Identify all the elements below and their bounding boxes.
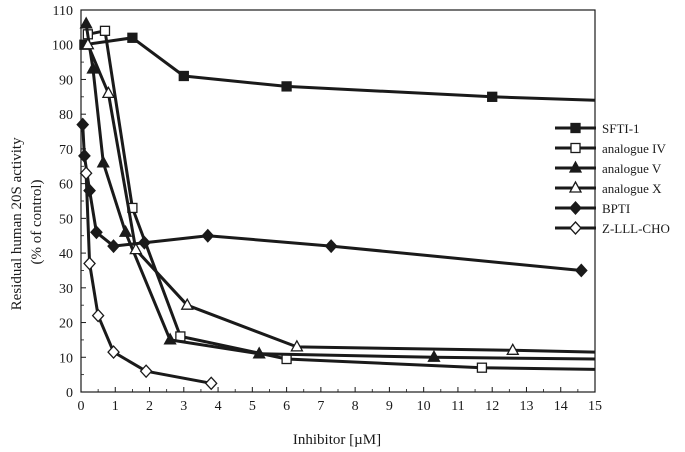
y-axis-title-line-1: Residual human 20S activity — [9, 137, 25, 310]
x-tick-label: 10 — [417, 399, 431, 414]
data-point — [90, 225, 103, 240]
x-tick-label: 13 — [519, 399, 533, 414]
legend-entry: analogue X — [555, 180, 662, 196]
data-point — [81, 37, 95, 50]
data-point — [83, 256, 96, 271]
data-point — [86, 61, 100, 74]
x-tick-label: 4 — [215, 399, 222, 414]
x-tick-label: 9 — [386, 399, 393, 414]
y-tick-label: 80 — [59, 108, 73, 123]
series-sfti-1 — [79, 32, 596, 102]
data-point — [79, 16, 93, 29]
series-line — [87, 29, 596, 371]
y-tick-label: 100 — [52, 39, 73, 54]
data-point — [91, 308, 105, 323]
y-axis-title-line-2: (% of control) — [29, 180, 45, 265]
legend-label: analogue IV — [602, 141, 667, 156]
legend-label: analogue V — [602, 161, 662, 176]
data-point — [101, 85, 116, 98]
data-point — [118, 224, 133, 237]
data-point — [506, 342, 520, 355]
series-line — [84, 173, 212, 385]
series-line — [84, 23, 596, 361]
data-point — [129, 242, 143, 255]
series-bpti — [76, 117, 588, 278]
y-tick-label: 20 — [59, 317, 73, 332]
data-point — [476, 362, 488, 373]
legend-label: analogue X — [602, 181, 662, 196]
data-point — [107, 239, 120, 254]
x-tick-label: 7 — [317, 399, 324, 414]
legend-marker — [570, 122, 581, 134]
data-point — [107, 345, 120, 360]
data-point — [163, 332, 177, 345]
y-tick-label: 60 — [59, 178, 73, 193]
data-point — [180, 297, 194, 310]
x-tick-label: 11 — [451, 399, 464, 414]
x-tick-label: 15 — [588, 399, 602, 414]
data-point — [204, 376, 218, 391]
y-tick-label: 40 — [59, 247, 73, 262]
x-tick-label: 6 — [283, 399, 290, 414]
y-tick-label: 110 — [53, 4, 73, 19]
series-analogue-iv — [82, 25, 596, 373]
series-line — [86, 44, 596, 354]
x-tick-label: 1 — [112, 399, 119, 414]
data-point — [127, 32, 138, 43]
legend-label: SFTI-1 — [602, 121, 640, 136]
series-z-lll-cho — [79, 166, 218, 391]
legend-marker — [569, 221, 582, 235]
legend-entry: SFTI-1 — [555, 121, 640, 136]
data-point — [78, 148, 91, 163]
x-tick-label: 12 — [485, 399, 499, 414]
data-point — [574, 263, 588, 278]
plot-frame — [80, 9, 596, 393]
data-point — [178, 70, 189, 82]
data-point — [96, 155, 110, 168]
y-tick-label: 50 — [59, 212, 73, 227]
y-tick-label: 0 — [66, 386, 73, 401]
series-analogue-v — [79, 16, 596, 362]
y-axis-title: Residual human 20S activity (% of contro… — [9, 134, 45, 311]
plot-axes: 0 1 2 3 4 5 6 7 8 9 10 11 12 13 14 15010203040506070809… — [52, 4, 602, 414]
data-point — [281, 81, 292, 92]
legend-entry: BPTI — [555, 201, 630, 216]
x-tick-label: 3 — [180, 399, 187, 414]
legend-marker — [568, 160, 583, 173]
legend-label: BPTI — [602, 201, 630, 216]
data-point — [427, 349, 441, 362]
data-point — [138, 235, 151, 250]
x-tick-label: 14 — [554, 399, 568, 414]
data-point — [487, 91, 498, 102]
legend-entry: Z-LLL-CHO — [555, 221, 670, 236]
legend: SFTI-1 analogue IV analogue V analogue X BPT… — [555, 121, 670, 236]
y-tick-label: 90 — [59, 73, 73, 88]
data-point — [201, 228, 215, 243]
y-tick-label: 30 — [59, 282, 73, 297]
x-axis-title: Inhibitor [µM] — [293, 432, 381, 448]
data-point — [324, 239, 338, 254]
legend-marker — [568, 180, 583, 193]
x-tick-label: 8 — [352, 399, 359, 414]
legend-label: Z-LLL-CHO — [602, 221, 670, 236]
data-point — [79, 166, 93, 181]
legend-marker — [570, 142, 581, 154]
y-tick-label: 70 — [59, 143, 73, 158]
y-tick-label: 10 — [59, 351, 73, 366]
legend-entry: analogue V — [555, 160, 662, 176]
x-tick-label: 0 — [78, 399, 85, 414]
data-point — [252, 346, 266, 359]
series-line — [84, 36, 596, 102]
legend-marker — [569, 201, 582, 215]
data-point — [76, 117, 90, 132]
x-tick-label: 5 — [249, 399, 256, 414]
legend-entry: analogue IV — [555, 141, 667, 156]
data-point — [99, 25, 111, 36]
data-point — [290, 339, 304, 352]
data-point — [139, 364, 153, 379]
x-tick-label: 2 — [146, 399, 153, 414]
series-analogue-x — [81, 37, 596, 355]
series-layer — [76, 16, 596, 391]
